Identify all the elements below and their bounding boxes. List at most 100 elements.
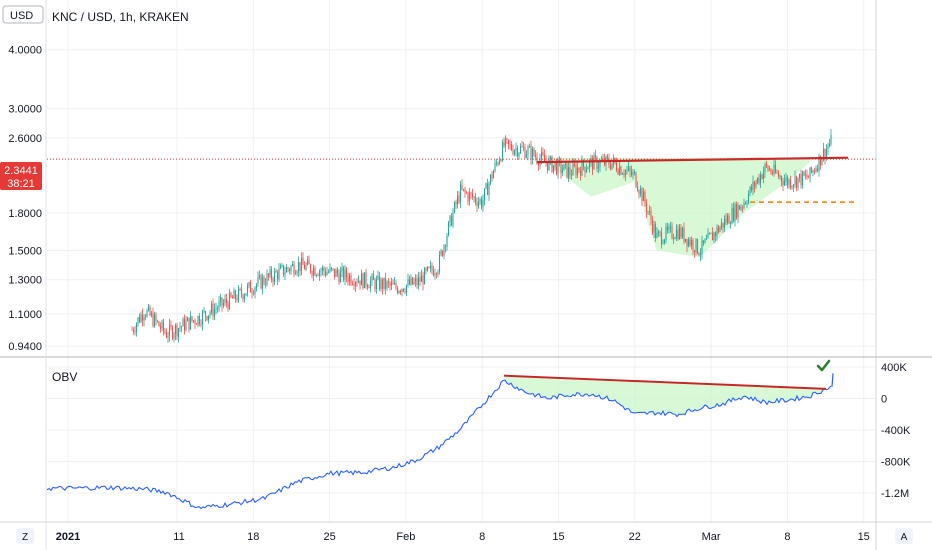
candle — [702, 240, 705, 244]
currency-badge[interactable]: USD — [2, 5, 44, 24]
candle — [311, 271, 313, 276]
candle — [227, 303, 229, 309]
candle — [315, 274, 318, 276]
candle — [423, 268, 426, 285]
candle — [389, 282, 391, 286]
candle — [317, 274, 319, 276]
candle — [749, 186, 751, 195]
candle — [780, 176, 783, 182]
candle — [371, 274, 373, 281]
candle — [171, 326, 174, 339]
candle — [290, 266, 292, 272]
candle — [527, 147, 529, 155]
candle — [557, 159, 559, 175]
candle — [167, 336, 169, 338]
obv-tick-label: -400K — [881, 425, 911, 437]
candle — [657, 231, 660, 233]
candle — [333, 268, 336, 277]
candle — [632, 172, 634, 176]
candle — [773, 164, 775, 174]
candle — [254, 287, 256, 294]
candle — [168, 324, 171, 337]
candle — [656, 232, 658, 238]
price-axis[interactable]: 4.0000 3.0000 2.6000 1.8000 1.5000 1.3000 1.10… — [8, 45, 42, 353]
candle — [488, 183, 490, 196]
candle — [452, 212, 454, 226]
candle — [744, 203, 747, 204]
candle — [153, 314, 156, 327]
time-axis[interactable]: 2021 11 18 25 Feb 8 15 22 Mar 8 15 — [56, 531, 870, 543]
candle — [764, 163, 766, 172]
candle — [510, 144, 513, 150]
candle — [459, 184, 462, 203]
candle — [468, 192, 471, 202]
candle — [596, 157, 598, 169]
candle — [789, 179, 792, 188]
candle — [758, 177, 760, 184]
grid — [47, 0, 876, 522]
candle — [135, 323, 138, 332]
candle — [692, 240, 694, 251]
candle — [197, 316, 199, 325]
candle — [140, 314, 142, 323]
candle — [551, 156, 553, 172]
candle — [137, 317, 139, 324]
price-tick-label: 4.0000 — [8, 45, 42, 57]
candle — [777, 173, 780, 177]
candle — [179, 327, 181, 329]
candle — [437, 271, 439, 275]
candle — [323, 267, 325, 272]
candle — [621, 174, 624, 175]
candle — [695, 239, 697, 253]
candle — [635, 172, 637, 187]
candle — [503, 141, 505, 147]
candle — [201, 311, 204, 325]
price-pattern-fill — [547, 157, 810, 258]
candle — [365, 272, 367, 286]
candle — [294, 273, 297, 275]
candle — [308, 259, 310, 265]
overlays — [47, 156, 876, 203]
obv-line — [46, 379, 832, 510]
time-tick-label: 11 — [173, 531, 184, 543]
candle — [249, 282, 252, 293]
candle — [738, 205, 741, 210]
candle — [651, 220, 654, 233]
candle — [482, 200, 484, 208]
candle — [132, 329, 135, 332]
candle — [164, 330, 166, 334]
candle — [750, 186, 753, 191]
candle — [215, 308, 217, 310]
zoom-button[interactable]: Z — [16, 528, 34, 544]
candle — [569, 167, 571, 175]
candle — [678, 227, 681, 240]
candle — [366, 285, 369, 288]
candle — [729, 223, 732, 225]
candle — [731, 208, 733, 224]
candle — [746, 203, 748, 204]
candle — [218, 301, 220, 309]
candle — [440, 250, 442, 255]
candle — [465, 192, 468, 194]
auto-scale-button[interactable]: A — [895, 528, 913, 544]
candle — [320, 270, 322, 272]
candle — [494, 162, 496, 172]
candle — [180, 326, 183, 328]
candle — [375, 278, 378, 289]
candle — [449, 215, 451, 223]
time-tick-label: 18 — [247, 531, 259, 543]
candle — [684, 238, 687, 242]
time-tick-label: 15 — [552, 531, 564, 543]
candle — [827, 146, 829, 149]
candle — [162, 321, 165, 331]
candle — [300, 257, 303, 271]
candle — [515, 147, 517, 151]
candle — [498, 160, 501, 165]
candle — [812, 170, 814, 173]
obv-axis[interactable]: 400K 0 -400K -800K -1.2M — [881, 362, 911, 500]
candle — [801, 171, 804, 185]
candle — [263, 277, 265, 284]
candle — [566, 163, 568, 178]
candle — [369, 280, 372, 289]
